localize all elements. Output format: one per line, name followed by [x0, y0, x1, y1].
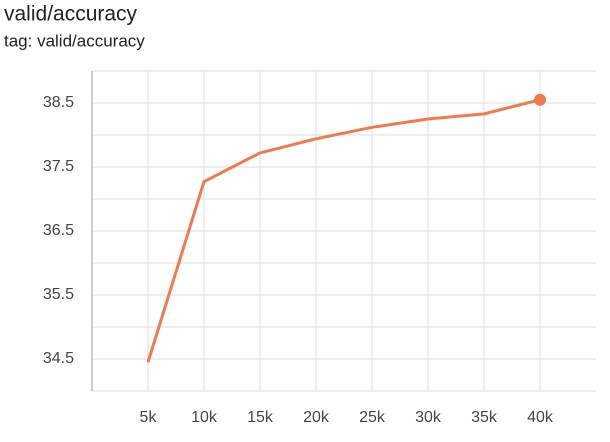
- x-tick-label: 5k: [140, 409, 158, 426]
- x-tick-label: 25k: [359, 409, 386, 426]
- y-tick-label: 35.5: [43, 286, 74, 303]
- x-tick-label: 35k: [471, 409, 498, 426]
- y-tick-label: 37.5: [43, 158, 74, 175]
- y-tick-label: 36.5: [43, 222, 74, 239]
- y-tick-label: 34.5: [43, 350, 74, 367]
- x-tick-label: 10k: [191, 409, 218, 426]
- last-point: [534, 93, 546, 106]
- line: [146, 98, 541, 363]
- chart-title: valid/accuracy: [4, 3, 138, 26]
- x-tick-label: 15k: [247, 409, 274, 426]
- x-tick-label: 40k: [527, 409, 554, 426]
- y-tick-label: 38.5: [43, 94, 74, 111]
- x-tick-label: 30k: [415, 409, 442, 426]
- chart-subtitle: tag: valid/accuracy: [4, 31, 145, 50]
- x-tick-label: 20k: [303, 409, 330, 426]
